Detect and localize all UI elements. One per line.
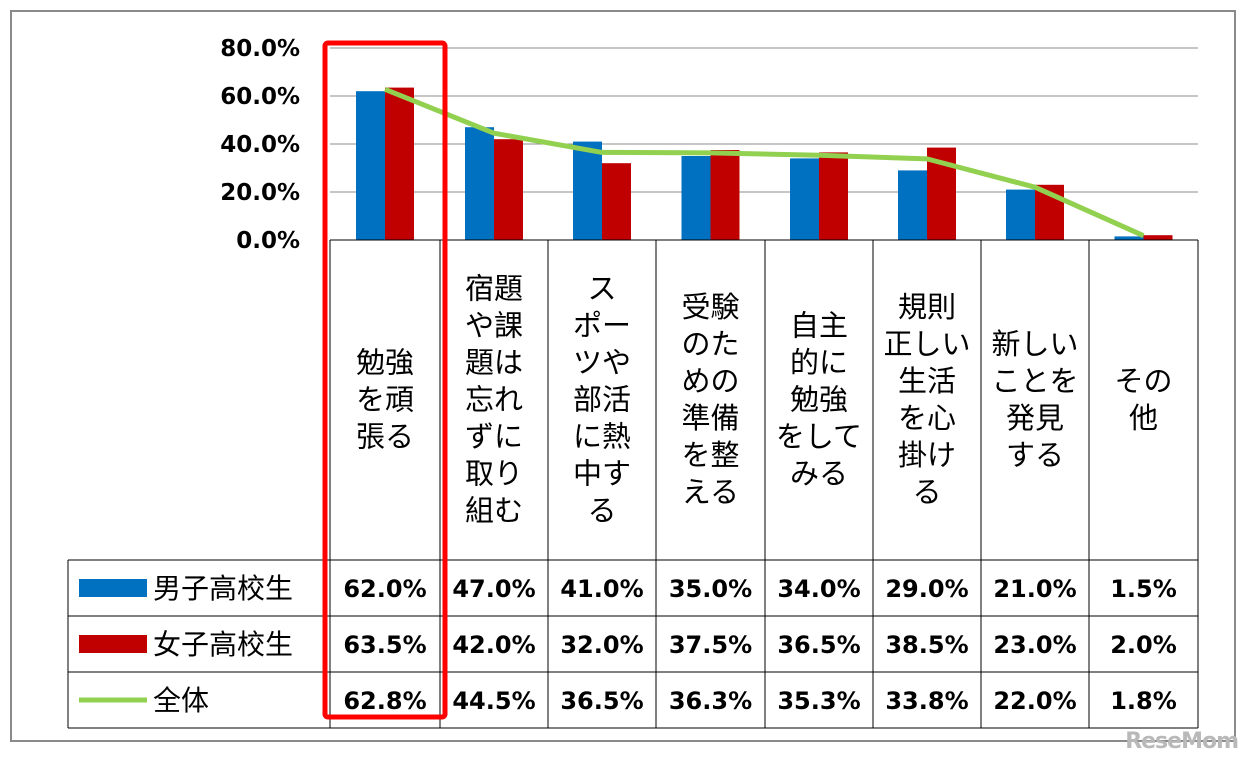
category-label: 自主 bbox=[790, 309, 848, 343]
category-label: ことを bbox=[991, 364, 1078, 398]
legend-swatch bbox=[79, 579, 147, 597]
category-label: る bbox=[587, 494, 616, 528]
category-label: 宿題 bbox=[465, 272, 523, 306]
series-line-overall bbox=[384, 86, 1145, 238]
legend-swatch bbox=[79, 635, 147, 653]
chart-frame bbox=[10, 10, 1236, 742]
bar-female bbox=[494, 139, 523, 240]
data-table-cell: 36.5% bbox=[560, 687, 643, 715]
data-table-cell: 41.0% bbox=[560, 575, 643, 603]
data-table-cell: 1.8% bbox=[1110, 687, 1177, 715]
y-tick-label: 40.0% bbox=[220, 132, 300, 158]
category-label: 準備 bbox=[681, 401, 739, 435]
category-label: みる bbox=[790, 457, 848, 491]
category-label: 他 bbox=[1129, 401, 1158, 435]
legend-label: 男子高校生 bbox=[153, 572, 293, 605]
data-table-cell: 35.3% bbox=[777, 687, 860, 715]
category-label: 中す bbox=[573, 457, 631, 491]
category-label: 部活 bbox=[573, 383, 631, 417]
category-label: その bbox=[1114, 364, 1172, 398]
category-label: 張る bbox=[356, 420, 414, 454]
category-label: をして bbox=[776, 420, 862, 454]
highlight-box bbox=[322, 40, 448, 720]
category-label: ツや bbox=[573, 346, 631, 380]
category-label: や課 bbox=[465, 309, 523, 343]
category-label: 的に bbox=[790, 346, 848, 380]
category-label: 規則 bbox=[898, 290, 956, 324]
watermark-logo: ReseMom bbox=[1125, 729, 1239, 754]
bar-female bbox=[385, 87, 414, 240]
data-table-cell: 63.5% bbox=[343, 631, 426, 659]
category-label: える bbox=[682, 475, 739, 509]
category-label: を心 bbox=[898, 401, 956, 435]
data-table-cell: 22.0% bbox=[993, 687, 1076, 715]
bar-male bbox=[1006, 189, 1035, 240]
y-tick-label: 80.0% bbox=[220, 36, 300, 62]
data-table-cell: 38.5% bbox=[885, 631, 968, 659]
data-table-cell: 35.0% bbox=[669, 575, 752, 603]
bar-male bbox=[790, 158, 819, 240]
category-label: る bbox=[912, 475, 941, 509]
category-label: ス bbox=[587, 272, 616, 306]
data-table-cell: 62.8% bbox=[343, 687, 426, 715]
category-label: ポー bbox=[573, 309, 631, 343]
bar-male bbox=[573, 141, 602, 240]
data-table-cell: 47.0% bbox=[452, 575, 535, 603]
category-label: 勉強 bbox=[790, 383, 848, 417]
category-label: に熱 bbox=[573, 420, 631, 454]
category-label: する bbox=[1006, 438, 1064, 472]
category-label: 取り bbox=[465, 457, 523, 491]
data-table-cell: 21.0% bbox=[993, 575, 1076, 603]
data-table-cell: 29.0% bbox=[885, 575, 968, 603]
data-table-cell: 44.5% bbox=[452, 687, 535, 715]
data-table-cell: 33.8% bbox=[885, 687, 968, 715]
legend-label: 全体 bbox=[153, 684, 209, 717]
category-label: 題は bbox=[465, 346, 523, 380]
category-label: 正しい bbox=[883, 327, 970, 361]
bar-male bbox=[356, 91, 385, 240]
bar-male bbox=[465, 127, 494, 240]
bar-female bbox=[1143, 235, 1173, 240]
data-table-cell: 36.5% bbox=[777, 631, 860, 659]
data-table-cell: 42.0% bbox=[452, 631, 535, 659]
category-label: 掛け bbox=[898, 438, 956, 472]
category-label: 忘れ bbox=[465, 383, 523, 417]
data-table-cell: 23.0% bbox=[993, 631, 1076, 659]
category-label: を頑 bbox=[356, 383, 414, 417]
category-label: ずに bbox=[465, 420, 523, 454]
category-label: めの bbox=[681, 364, 739, 398]
data-table-cell: 62.0% bbox=[343, 575, 426, 603]
bar-male bbox=[681, 156, 711, 240]
category-label: 発見 bbox=[1006, 401, 1064, 435]
bar-male bbox=[1114, 236, 1144, 240]
data-table-cell: 2.0% bbox=[1110, 631, 1177, 659]
category-label: 受験 bbox=[681, 290, 739, 324]
data-table-cell: 32.0% bbox=[560, 631, 643, 659]
bar-female bbox=[710, 150, 740, 240]
data-table-cell: 1.5% bbox=[1110, 575, 1177, 603]
y-tick-label: 60.0% bbox=[220, 84, 300, 110]
data-table-cell: 36.3% bbox=[669, 687, 752, 715]
y-tick-label: 0.0% bbox=[236, 228, 300, 254]
category-label: 組む bbox=[465, 494, 523, 528]
legend-label: 女子高校生 bbox=[153, 628, 293, 661]
y-tick-label: 20.0% bbox=[220, 180, 300, 206]
bar-male bbox=[898, 170, 927, 240]
category-label: 生活 bbox=[898, 364, 956, 398]
category-label: 新しい bbox=[991, 327, 1078, 361]
category-label: を整 bbox=[681, 438, 739, 472]
bar-female bbox=[819, 152, 848, 240]
category-label: 勉強 bbox=[356, 346, 414, 380]
data-table-cell: 34.0% bbox=[777, 575, 860, 603]
data-table-cell: 37.5% bbox=[669, 631, 752, 659]
bar-female bbox=[602, 163, 631, 240]
category-label: のた bbox=[681, 327, 739, 361]
